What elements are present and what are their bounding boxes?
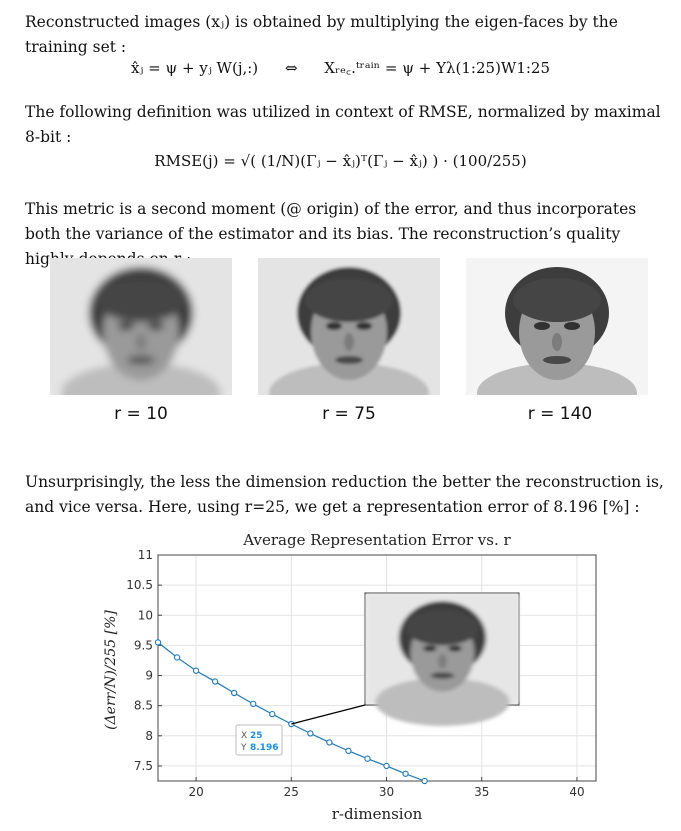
error-chart: Average Representation Error vs. r 20 25 3…: [103, 531, 597, 823]
equivalence-symbol: ⇔: [284, 59, 298, 77]
chart-title: Average Representation Error vs. r: [242, 531, 511, 549]
conclusion-paragraph: Unsurprisingly, the less the dimension r…: [25, 473, 664, 516]
rmse-equation-text: RMSE(j) = √( (1/N)(Γⱼ − x̂ⱼ)ᵀ(Γⱼ − x̂ⱼ) …: [154, 152, 527, 170]
series-point[interactable]: [173, 654, 181, 661]
y-axis-ticks: 7.5 8 8.5 9 9.5 10 10.5 11: [126, 548, 162, 773]
series-point[interactable]: [383, 762, 390, 770]
caption-r140: r = 140: [527, 404, 593, 424]
y-tick-label: 10.5: [126, 578, 153, 592]
face-drawing: [50, 258, 232, 395]
plot-area-frame: [157, 554, 597, 782]
series-point[interactable]: [211, 678, 219, 685]
reconstruction-equation-right: Xᵣₑ꜀.ᵗʳᵃⁱⁿ = ψ + Yλ(1:25)W1:25: [324, 59, 551, 77]
series-point[interactable]: [307, 730, 314, 737]
datatip-box: [235, 724, 283, 756]
y-tick-label: 10: [138, 608, 153, 622]
series-point[interactable]: [326, 739, 333, 746]
datatip-x-value: 25: [250, 731, 263, 741]
inset-face-picture: [366, 594, 519, 726]
face-image-r10: [50, 258, 232, 395]
reconstruction-equation-left: x̂ⱼ = ψ + yⱼ W(j,:): [130, 59, 259, 77]
datatip-y-label: Y: [240, 743, 247, 753]
face-drawing: [466, 258, 648, 395]
error-series-points: [154, 639, 428, 785]
face-picture-r10: [50, 258, 232, 395]
series-point[interactable]: [250, 700, 257, 708]
datatip-x-label: X: [241, 731, 247, 741]
series-point[interactable]: [402, 770, 409, 777]
caption-r10: r = 10: [114, 404, 168, 424]
series-point[interactable]: [269, 710, 276, 718]
series-point[interactable]: [192, 667, 200, 674]
x-tick-label: 20: [188, 785, 203, 799]
face-image-r75: [258, 258, 440, 395]
series-point[interactable]: [231, 689, 238, 697]
rmse-equation: RMSE(j) = √( (1/N)(Γⱼ − x̂ⱼ)ᵀ(Γⱼ − x̂ⱼ) …: [0, 152, 681, 170]
x-tick-label: 40: [569, 785, 584, 799]
caption-r75: r = 75: [322, 404, 376, 424]
intro-paragraph: Reconstructed images (xⱼ) is obtained by…: [25, 13, 618, 56]
datatip-y-value: 8.196: [250, 743, 278, 753]
y-tick-label: 11: [138, 548, 153, 562]
y-axis-label: (Δerr/N)/255 [%]: [103, 610, 119, 730]
x-tick-label: 25: [284, 785, 299, 799]
rmse-paragraph: The following definition was utilized in…: [25, 103, 661, 146]
face-image-r140: [466, 258, 648, 395]
face-picture-r75: [258, 258, 440, 395]
series-point[interactable]: [364, 755, 371, 762]
x-axis-ticks: 20 25 30 35 40: [188, 777, 585, 799]
face-drawing: [258, 258, 440, 395]
series-point[interactable]: [421, 777, 428, 785]
y-tick-label: 7.5: [134, 759, 153, 773]
y-tick-label: 8.5: [134, 699, 153, 713]
face-picture-r140: [466, 258, 648, 395]
inset-connector-line: [291, 704, 366, 725]
x-tick-label: 30: [379, 785, 394, 799]
x-tick-label: 35: [474, 785, 489, 799]
y-tick-label: 9: [145, 669, 153, 683]
series-point[interactable]: [154, 639, 162, 646]
datatip[interactable]: X 25 Y 8.196: [235, 724, 283, 756]
x-axis-label: r-dimension: [332, 805, 423, 823]
reconstruction-equation: x̂ⱼ = ψ + yⱼ W(j,:) ⇔ Xᵣₑ꜀.ᵗʳᵃⁱⁿ = ψ + Y…: [0, 58, 681, 78]
y-tick-label: 9.5: [134, 638, 153, 652]
series-point[interactable]: [345, 747, 352, 755]
y-tick-label: 8: [145, 729, 153, 743]
